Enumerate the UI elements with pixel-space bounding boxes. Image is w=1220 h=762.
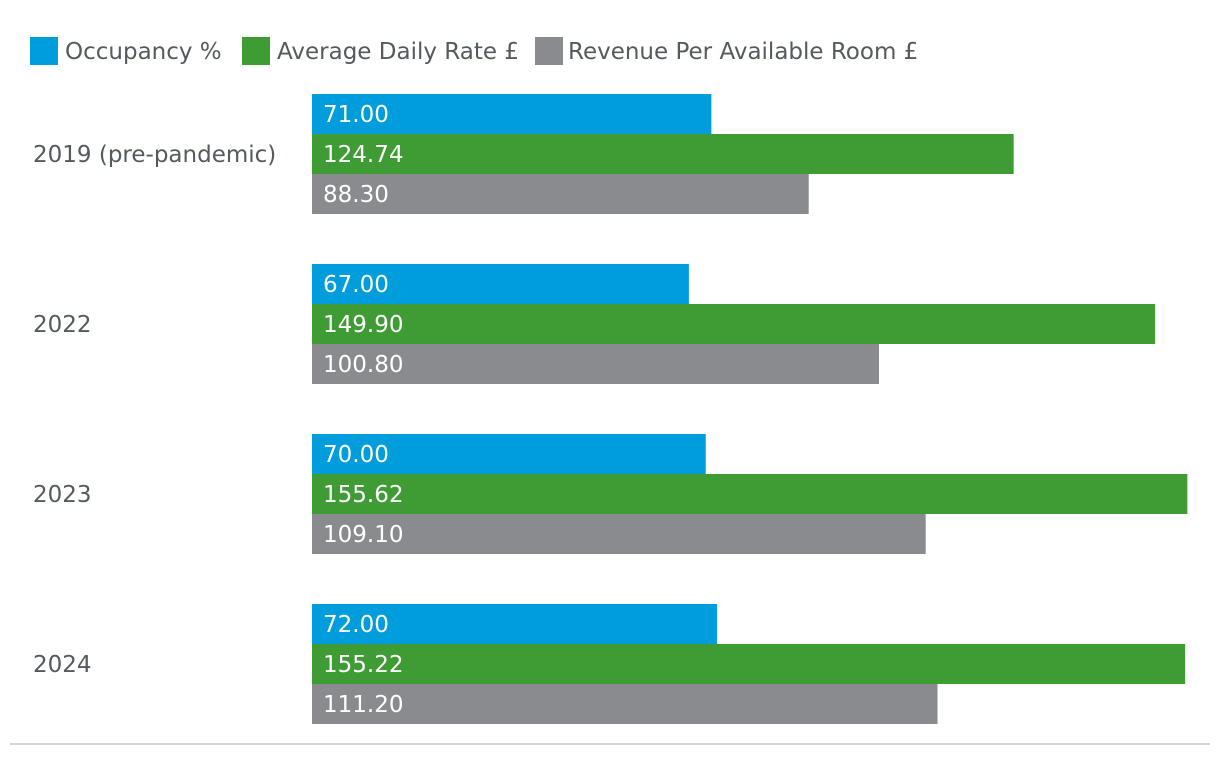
bar-value-label-average-daily-rate-2019-pre-pandemic: 124.74: [323, 142, 403, 168]
bar-value-label-occupancy-2019-pre-pandemic: 71.00: [323, 102, 389, 128]
bar-value-label-occupancy-2022: 67.00: [323, 272, 389, 298]
legend-label-revenue-per-available-room: Revenue Per Available Room £: [568, 39, 918, 65]
bar-value-label-occupancy-2023: 70.00: [323, 442, 389, 468]
bar-average-daily-rate-2024: [312, 644, 1186, 684]
bar-revenue-per-available-room-2019-pre-pandemic: [312, 174, 809, 214]
bar-value-label-revenue-per-available-room-2023: 109.10: [323, 522, 403, 548]
bar-revenue-per-available-room-2023: [312, 514, 926, 554]
bar-occupancy-2023: [312, 434, 706, 474]
bar-average-daily-rate-2022: [312, 304, 1156, 344]
bar-value-label-occupancy-2024: 72.00: [323, 612, 389, 638]
legend-swatch-revenue-per-available-room: [535, 37, 563, 65]
bar-value-label-average-daily-rate-2022: 149.90: [323, 312, 403, 338]
bar-average-daily-rate-2023: [312, 474, 1188, 514]
legend: Occupancy % Average Daily Rate £ Revenue P…: [30, 37, 918, 65]
legend-swatch-average-daily-rate: [242, 37, 270, 65]
bar-occupancy-2019-pre-pandemic: [312, 94, 712, 134]
bar-occupancy-2024: [312, 604, 717, 644]
bar-value-label-average-daily-rate-2024: 155.22: [323, 652, 403, 678]
bar-value-label-average-daily-rate-2023: 155.62: [323, 482, 403, 508]
bar-revenue-per-available-room-2024: [312, 684, 938, 724]
category-label-2022: 2022: [33, 312, 92, 338]
bars: 71.00 124.74 88.30 67.00 149.90 100.80 70.00 15…: [312, 94, 1188, 724]
bar-occupancy-2022: [312, 264, 689, 304]
bar-value-label-revenue-per-available-room-2019-pre-pandemic: 88.30: [323, 182, 389, 208]
category-labels: 2019 (pre-pandemic) 2022 2023 2024: [33, 142, 276, 678]
bar-average-daily-rate-2019-pre-pandemic: [312, 134, 1014, 174]
category-label-2019-pre-pandemic: 2019 (pre-pandemic): [33, 142, 276, 168]
legend-label-occupancy: Occupancy %: [65, 39, 222, 65]
bar-value-label-revenue-per-available-room-2024: 111.20: [323, 692, 403, 718]
category-label-2024: 2024: [33, 652, 92, 678]
bar-revenue-per-available-room-2022: [312, 344, 879, 384]
legend-swatch-occupancy: [30, 37, 58, 65]
category-label-2023: 2023: [33, 482, 92, 508]
legend-label-average-daily-rate: Average Daily Rate £: [277, 39, 519, 65]
bar-value-label-revenue-per-available-room-2022: 100.80: [323, 352, 403, 378]
